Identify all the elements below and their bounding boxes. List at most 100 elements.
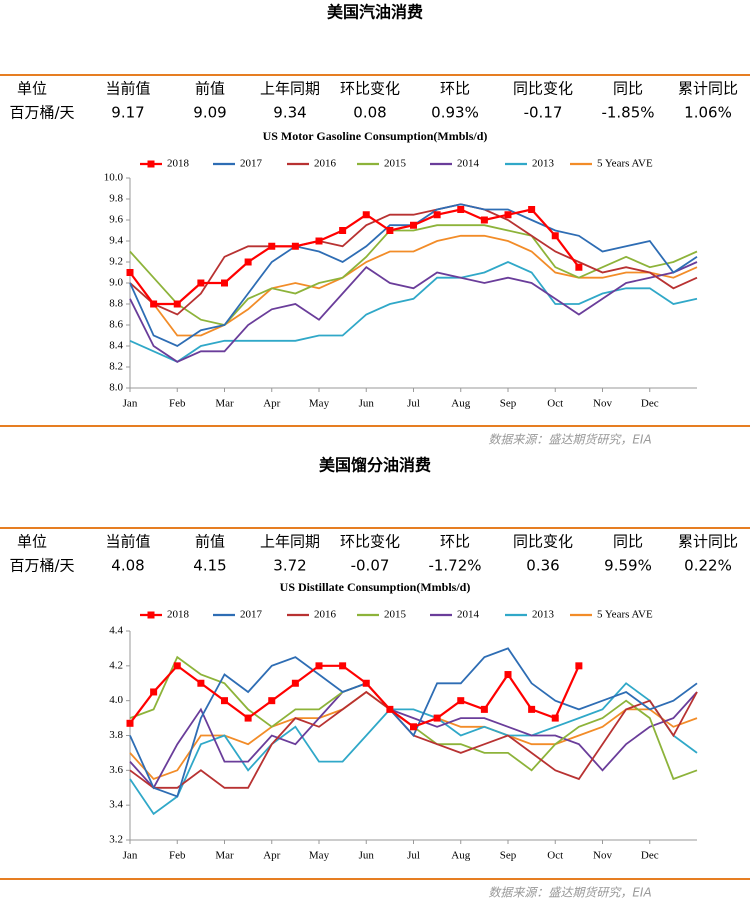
series-marker	[268, 697, 276, 705]
series-marker	[197, 279, 205, 287]
legend-label: 2018	[167, 158, 190, 170]
table-header: 同比	[613, 533, 643, 551]
x-tick-label: Nov	[593, 398, 612, 410]
series-marker	[457, 206, 465, 213]
table-cell: 4.15	[193, 557, 226, 575]
series-line	[129, 203, 698, 316]
table-header: 同比变化	[513, 533, 573, 551]
y-tick-label: 3.2	[109, 834, 123, 846]
legend-label: 2013	[532, 609, 555, 621]
table-cell: -0.17	[524, 104, 563, 122]
source-note: 数据来源：盛达期货研究，EIA	[488, 886, 651, 900]
series-marker	[362, 679, 370, 687]
legend-label: 2016	[314, 158, 337, 170]
x-tick-label: Jan	[123, 398, 138, 410]
legend-label: 2016	[314, 609, 337, 621]
series-marker	[433, 211, 441, 219]
y-tick-label: 9.2	[109, 256, 123, 268]
series-marker	[362, 211, 370, 219]
series-marker	[480, 705, 488, 713]
x-tick-label: Jun	[359, 398, 375, 410]
legend-label: 2017	[240, 609, 263, 621]
x-tick-label: May	[309, 850, 330, 862]
legend-label: 5 Years AVE	[597, 158, 653, 170]
series-marker	[221, 279, 228, 287]
legend-label: 2014	[457, 609, 480, 621]
table-header: 上年同期	[260, 80, 320, 98]
chart: US Motor Gasoline Consumption(Mmbls/d) 8.…	[104, 129, 698, 410]
table-cell: 1.06%	[684, 104, 732, 122]
table-header: 上年同期	[260, 533, 320, 551]
chart: US Distillate Consumption(Mmbls/d) 3.2 3.4…	[109, 580, 698, 862]
x-tick-label: Jul	[407, 398, 420, 410]
y-tick-label: 4.4	[109, 625, 123, 637]
series-marker	[126, 269, 134, 276]
series-marker	[291, 242, 299, 250]
y-tick-label: 8.6	[109, 319, 123, 331]
table-cell: 百万桶/天	[9, 557, 74, 575]
legend-label: 2018	[167, 609, 190, 621]
series-marker	[480, 216, 488, 224]
series-marker	[386, 705, 394, 713]
table-header: 累计同比	[678, 80, 738, 98]
series-marker	[551, 714, 559, 722]
table-cell: -0.07	[351, 557, 390, 575]
legend-label: 5 Years AVE	[597, 609, 653, 621]
table-cell: 9.34	[273, 104, 306, 122]
y-tick-label: 8.0	[109, 382, 123, 394]
series-line	[129, 261, 698, 363]
x-tick-label: Mar	[215, 398, 234, 410]
series-marker	[528, 206, 536, 213]
x-tick-label: Dec	[641, 398, 659, 410]
y-tick-label: 4.0	[109, 694, 123, 706]
series-marker	[575, 263, 583, 271]
source-note: 数据来源：盛达期货研究，EIA	[488, 433, 651, 447]
table-header: 同比	[613, 80, 643, 98]
series-marker	[173, 662, 181, 670]
legend-label: 2015	[384, 158, 407, 170]
series-marker	[315, 237, 323, 245]
table-header: 当前值	[105, 80, 150, 98]
table-cell: 4.08	[111, 557, 144, 575]
x-tick-label: Jul	[407, 850, 420, 862]
y-tick-label: 3.4	[109, 799, 123, 811]
series-marker	[150, 300, 158, 308]
x-tick-label: Jun	[359, 850, 375, 862]
series-line	[129, 234, 698, 337]
series-marker	[433, 714, 441, 722]
table-header: 前值	[195, 533, 225, 551]
table-header: 单位	[17, 80, 47, 98]
table-header: 同比变化	[513, 80, 573, 98]
x-tick-label: Feb	[169, 398, 186, 410]
series-marker	[386, 227, 394, 234]
series-marker	[504, 671, 512, 679]
x-tick-label: Feb	[169, 850, 186, 862]
table-cell: 0.08	[353, 104, 386, 122]
series-marker	[575, 662, 583, 670]
table-header: 累计同比	[678, 533, 738, 551]
series-line	[129, 664, 580, 729]
section-title: 美国馏分油消费	[319, 456, 431, 475]
y-tick-label: 4.2	[109, 659, 123, 671]
table-header: 环比	[440, 80, 470, 98]
series-marker	[410, 723, 417, 731]
table-cell: -1.72%	[428, 557, 481, 575]
series-marker	[268, 242, 276, 250]
y-tick-label: 10.0	[104, 172, 124, 184]
y-tick-label: 3.6	[109, 764, 123, 776]
table-cell: 0.22%	[684, 557, 732, 575]
series-marker	[244, 258, 252, 266]
table-header: 环比	[440, 533, 470, 551]
legend-marker	[147, 611, 155, 619]
table-cell: 0.93%	[431, 104, 479, 122]
y-tick-label: 9.8	[109, 193, 123, 205]
table-header: 当前值	[105, 533, 150, 551]
series-marker	[457, 697, 465, 705]
series-marker	[221, 697, 228, 705]
x-tick-label: Dec	[641, 850, 659, 862]
series-marker	[504, 211, 512, 219]
series-line	[129, 682, 698, 816]
x-tick-label: Sep	[500, 398, 517, 410]
x-tick-label: Oct	[547, 398, 563, 410]
